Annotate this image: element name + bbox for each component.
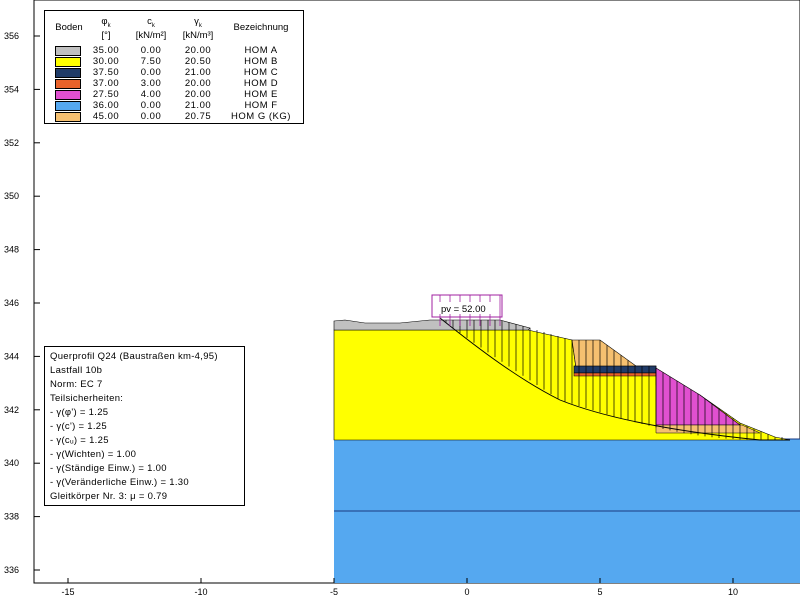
legend-c: 7.50 [140, 56, 162, 67]
y-tick-label: 336 [4, 565, 19, 575]
legend-name: HOM D [243, 78, 279, 89]
legend-row: 36.00 0.00 21.00 HOM F [45, 100, 303, 111]
legend-name: HOM B [244, 56, 278, 67]
phi-unit: [°] [101, 29, 111, 41]
legend-swatch [55, 101, 81, 111]
legend-gamma: 20.50 [184, 56, 212, 67]
header-phi: φk [°] [89, 17, 123, 41]
legend-phi: 27.50 [92, 89, 120, 100]
x-tick-label: 0 [464, 587, 469, 597]
legend-row: 37.00 3.00 20.00 HOM D [45, 78, 303, 89]
legend-row: 45.00 0.00 20.75 HOM G (KG) [45, 111, 303, 122]
x-tick-label: 10 [728, 587, 738, 597]
x-tick-label: 5 [597, 587, 602, 597]
x-tick-label: -15 [61, 587, 74, 597]
legend-row: 27.50 4.00 20.00 HOM E [45, 89, 303, 100]
legend-swatch [55, 90, 81, 100]
info-line: Norm: EC 7 [50, 379, 103, 390]
gamma-sub: k [198, 22, 202, 29]
y-axis-ticks: 356 354 352 350 348 346 344 342 340 338 336 [4, 31, 40, 575]
header-c: ck [kN/m²] [129, 17, 173, 41]
slip-surface [439, 317, 790, 441]
surcharge-label-bg [437, 302, 497, 314]
legend-row: 37.50 0.00 21.00 HOM C [45, 67, 303, 78]
info-line: - γ(Ständige Einw.) = 1.00 [50, 463, 167, 474]
legend-c: 0.00 [140, 100, 162, 111]
analysis-info-box: Querprofil Q24 (Baustraßen km-4,95) Lastf… [44, 346, 245, 506]
legend-c: 0.00 [140, 111, 162, 122]
info-line: - γ(c') = 1.25 [50, 421, 107, 432]
layer-hom-g-lower [655, 424, 761, 434]
y-tick-label: 354 [4, 84, 19, 94]
x-axis-ticks: -15 -10 -5 0 5 10 [61, 578, 738, 597]
legend-swatch [55, 46, 81, 56]
info-line: - γ(Veränderliche Einw.) = 1.30 [50, 477, 189, 488]
info-line: - γ(φ') = 1.25 [50, 407, 109, 418]
legend-row: 30.00 7.50 20.50 HOM B [45, 56, 303, 67]
legend-gamma: 20.00 [184, 45, 212, 56]
y-tick-label: 350 [4, 191, 19, 201]
y-tick-label: 346 [4, 298, 19, 308]
info-line: Gleitkörper Nr. 3: μ = 0.79 [50, 491, 168, 502]
y-tick-label: 342 [4, 405, 19, 415]
info-line: Querprofil Q24 (Baustraßen km-4,95) [50, 351, 218, 362]
legend-phi: 35.00 [92, 45, 120, 56]
y-tick-label: 352 [4, 138, 19, 148]
surcharge-label: pv = 52.00 [441, 304, 486, 315]
legend-phi: 37.50 [92, 67, 120, 78]
legend-row: 35.00 0.00 20.00 HOM A [45, 45, 303, 56]
legend-gamma: 20.75 [184, 111, 212, 122]
legend-gamma: 20.00 [184, 89, 212, 100]
info-line: Lastfall 10b [50, 365, 103, 376]
legend-name: HOM A [244, 45, 278, 56]
header-bezeichnung: Bezeichnung [233, 22, 289, 33]
y-tick-label: 356 [4, 31, 19, 41]
y-tick-label: 340 [4, 458, 19, 468]
legend-name: HOM G (KG) [231, 111, 291, 122]
legend-gamma: 21.00 [184, 100, 212, 111]
info-line: Teilsicherheiten: [50, 393, 124, 404]
x-tick-label: -10 [194, 587, 207, 597]
legend-gamma: 20.00 [184, 78, 212, 89]
legend-name: HOM E [244, 89, 278, 100]
c-unit: [kN/m²] [135, 29, 167, 41]
gamma-symbol: γ [194, 16, 199, 27]
surcharge-load-box [431, 294, 503, 318]
c-symbol: c [147, 16, 152, 27]
info-line: - γ(cᵤ) = 1.25 [50, 435, 109, 446]
legend-name: HOM C [243, 67, 279, 78]
legend-swatch [55, 112, 81, 122]
gamma-unit: [kN/m³] [182, 29, 214, 41]
legend-c: 0.00 [140, 45, 162, 56]
info-line: - γ(Wichten) = 1.00 [50, 449, 137, 460]
legend-c: 4.00 [140, 89, 162, 100]
header-boden: Boden [55, 22, 83, 33]
legend-gamma: 21.00 [184, 67, 212, 78]
legend-c: 0.00 [140, 67, 162, 78]
legend-c: 3.00 [140, 78, 162, 89]
c-sub: k [151, 22, 155, 29]
legend-phi: 45.00 [92, 111, 120, 122]
x-tick-label: -5 [330, 587, 338, 597]
header-gamma: γk [kN/m³] [175, 17, 221, 41]
layer-hom-a [333, 319, 531, 331]
legend-name: HOM F [244, 100, 278, 111]
phi-sub: k [107, 22, 111, 29]
y-tick-label: 338 [4, 512, 19, 522]
legend-phi: 30.00 [92, 56, 120, 67]
legend-phi: 37.00 [92, 78, 120, 89]
legend-swatch [55, 79, 81, 89]
phi-symbol: φ [101, 16, 108, 27]
y-tick-label: 348 [4, 245, 19, 255]
legend-phi: 36.00 [92, 100, 120, 111]
y-tick-label: 344 [4, 351, 19, 361]
legend-swatch [55, 68, 81, 78]
material-legend: Boden φk [°] ck [kN/m²] γk [kN/m³] Bezei… [44, 10, 304, 124]
legend-swatch [55, 57, 81, 67]
legend-header: Boden φk [°] ck [kN/m²] γk [kN/m³] Bezei… [45, 17, 303, 45]
